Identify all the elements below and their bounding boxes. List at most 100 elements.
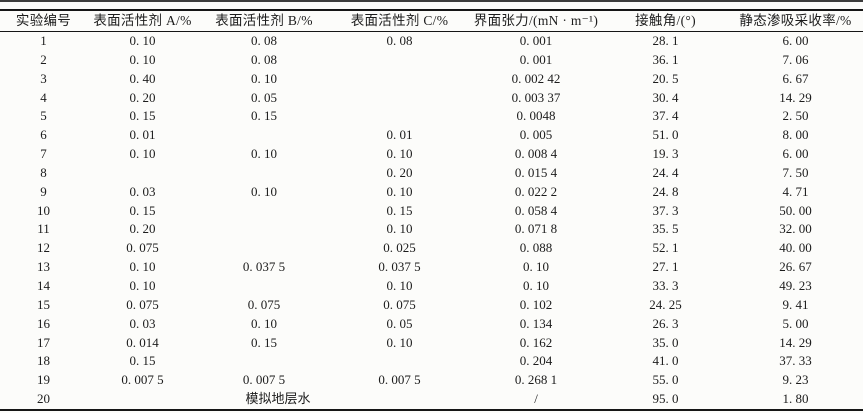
table-cell: 26. 67 bbox=[779, 259, 812, 275]
table-cell: 0. 03 bbox=[129, 183, 156, 199]
table-cell: 0. 08 bbox=[386, 33, 413, 48]
table-cell: 0. 10 bbox=[386, 221, 413, 237]
table-cell: 24. 4 bbox=[652, 164, 679, 180]
table-cell: 5. 00 bbox=[782, 315, 809, 331]
table-cell: 0. 10 bbox=[251, 146, 277, 162]
table-cell: 20 bbox=[37, 391, 50, 407]
table-cell: 0. 15 bbox=[129, 108, 156, 124]
table-cell: 0. 075 bbox=[126, 296, 159, 312]
table-cell: 0. 10 bbox=[129, 51, 156, 67]
table-cell bbox=[330, 51, 469, 70]
table-row: 15 0. 075 0. 075 0. 075 0. 102 24. 25 9. 41 bbox=[0, 296, 863, 315]
table-cell: 24. 25 bbox=[649, 296, 682, 312]
merged-water-cell: 模拟地层水 bbox=[245, 391, 311, 407]
table-cell: 0. 08 bbox=[251, 33, 277, 48]
table-row: 10 0. 15 0. 15 0. 058 4 37. 3 50. 00 bbox=[0, 202, 863, 221]
table-cell: 12 bbox=[37, 240, 50, 256]
table-row: 1 0. 10 0. 08 0. 08 0. 001 28. 1 6. 00 bbox=[0, 32, 863, 51]
table-row: 7 0. 10 0. 10 0. 10 0. 008 4 19. 3 6. 00 bbox=[0, 145, 863, 164]
table-cell: 0. 20 bbox=[129, 89, 156, 105]
table-cell: 7. 06 bbox=[782, 51, 809, 67]
table-cell: 52. 1 bbox=[652, 240, 679, 256]
table-cell: 0. 002 42 bbox=[511, 70, 561, 86]
table-cell: 8 bbox=[40, 164, 47, 180]
table-cell: 9. 41 bbox=[782, 296, 809, 312]
table-cell bbox=[330, 70, 469, 89]
table-cell: 17 bbox=[37, 334, 50, 350]
column-header-surfactant-c: 表面活性剂 C/% bbox=[350, 13, 449, 28]
table-cell bbox=[198, 126, 330, 145]
table-cell: 0. 10 bbox=[386, 146, 413, 162]
table-cell bbox=[198, 277, 330, 296]
experiment-results-table: 实验编号 表面活性剂 A/% 表面活性剂 B/% 表面活性剂 C/% 界面张力/… bbox=[0, 9, 863, 411]
table-cell: 1. 80 bbox=[782, 391, 809, 407]
table-body: 1 0. 10 0. 08 0. 08 0. 001 28. 1 6. 00 2 0. 10 0.… bbox=[0, 32, 863, 410]
table-cell: 6. 00 bbox=[782, 33, 809, 48]
table-cell: 0. 075 bbox=[126, 240, 159, 256]
table-cell: 0. 10 bbox=[523, 277, 549, 293]
table-cell: 15 bbox=[37, 296, 50, 312]
table-cell: 0. 001 bbox=[519, 33, 553, 48]
table-cell: 37. 33 bbox=[779, 353, 812, 369]
table-cell: 0. 008 4 bbox=[514, 146, 558, 162]
table-cell: 51. 0 bbox=[652, 127, 679, 143]
table-cell: 0. 05 bbox=[386, 315, 413, 331]
table-cell: 0. 007 5 bbox=[121, 372, 164, 388]
table-row: 4 0. 20 0. 05 0. 003 37 30. 4 14. 29 bbox=[0, 89, 863, 108]
table-cell: 0. 015 4 bbox=[514, 164, 558, 180]
table-cell: 0. 268 1 bbox=[514, 372, 558, 388]
table-cell: 0. 15 bbox=[129, 202, 156, 218]
table-cell: 95. 0 bbox=[652, 391, 679, 407]
table-row: 14 0. 10 0. 10 0. 10 33. 3 49. 23 bbox=[0, 277, 863, 296]
table-cell: 3 bbox=[40, 70, 47, 86]
table-cell: 35. 5 bbox=[652, 221, 679, 237]
table-cell bbox=[87, 164, 198, 183]
table-cell: 5 bbox=[40, 108, 47, 124]
table-cell bbox=[330, 107, 469, 126]
table-cell: 35. 0 bbox=[652, 334, 679, 350]
table-cell: 0. 15 bbox=[251, 108, 277, 124]
table-row: 5 0. 15 0. 15 0. 0048 37. 4 2. 50 bbox=[0, 107, 863, 126]
column-header-interfacial-tension: 界面张力/(mN · m⁻¹) bbox=[473, 13, 599, 28]
table-cell: 6. 67 bbox=[782, 70, 809, 86]
page-top-rule bbox=[0, 0, 863, 2]
table-cell bbox=[330, 89, 469, 108]
table-cell: 0. 10 bbox=[129, 259, 156, 275]
table-cell: 0. 037 5 bbox=[242, 259, 286, 275]
table-cell: 0. 40 bbox=[129, 70, 156, 86]
table-cell: 0. 025 bbox=[383, 240, 416, 256]
table-cell: 0. 15 bbox=[129, 353, 156, 369]
table-cell: 0. 01 bbox=[129, 127, 156, 143]
table-cell: 0. 075 bbox=[383, 296, 416, 312]
table-cell: 0. 022 2 bbox=[514, 183, 558, 199]
column-header-experiment-no: 实验编号 bbox=[15, 13, 72, 28]
table-row: 19 0. 007 5 0. 007 5 0. 007 5 0. 268 1 55. 0 9… bbox=[0, 371, 863, 390]
table-cell: 0. 0048 bbox=[516, 108, 556, 124]
table-cell: 0. 007 5 bbox=[242, 372, 286, 388]
table-cell: 0. 08 bbox=[251, 51, 277, 67]
table-cell: 11 bbox=[37, 221, 50, 237]
table-cell: 0. 10 bbox=[386, 277, 413, 293]
table-cell: 0. 20 bbox=[129, 221, 156, 237]
table-cell: 37. 4 bbox=[652, 108, 679, 124]
table-cell: 24. 8 bbox=[652, 183, 679, 199]
table-cell: 0. 10 bbox=[251, 70, 277, 86]
table-cell: 40. 00 bbox=[779, 240, 812, 256]
table-cell: 19. 3 bbox=[652, 146, 679, 162]
table-row: 13 0. 10 0. 037 5 0. 037 5 0. 10 27. 1 26. 67 bbox=[0, 258, 863, 277]
table-cell: 41. 0 bbox=[652, 353, 679, 369]
table-cell: 0. 10 bbox=[251, 315, 277, 331]
table-cell: 7 bbox=[40, 146, 47, 162]
table-cell: 0. 10 bbox=[129, 277, 156, 293]
table-cell: 49. 23 bbox=[779, 277, 812, 293]
table-cell: 30. 4 bbox=[652, 89, 679, 105]
table-cell: 7. 50 bbox=[782, 164, 809, 180]
table-cell: 0. 10 bbox=[523, 259, 549, 275]
header-row: 实验编号 表面活性剂 A/% 表面活性剂 B/% 表面活性剂 C/% 界面张力/… bbox=[0, 10, 863, 32]
table-cell: 2. 50 bbox=[782, 108, 809, 124]
table-cell: 8. 00 bbox=[782, 127, 809, 143]
table-cell: 0. 01 bbox=[386, 127, 413, 143]
table-cell: 0. 10 bbox=[386, 183, 413, 199]
table-cell: 14. 29 bbox=[779, 89, 812, 105]
table-cell: 6. 00 bbox=[782, 146, 809, 162]
